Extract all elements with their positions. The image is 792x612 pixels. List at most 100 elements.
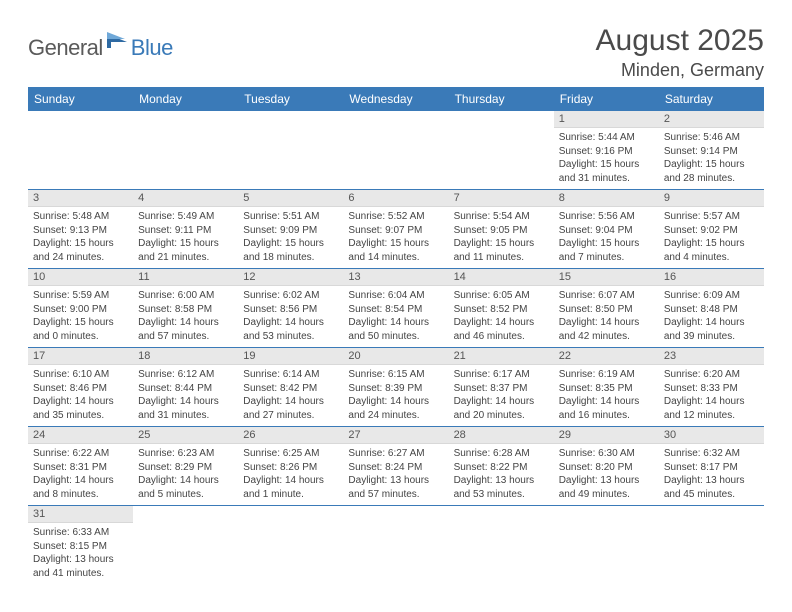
calendar-cell: 2Sunrise: 5:46 AMSunset: 9:14 PMDaylight… [659, 111, 764, 190]
calendar-cell: 30Sunrise: 6:32 AMSunset: 8:17 PMDayligh… [659, 427, 764, 506]
day-number: 3 [28, 190, 133, 207]
brand-part2: Blue [131, 35, 173, 61]
sunrise-line: Sunrise: 6:02 AM [243, 289, 338, 303]
sunrise-line: Sunrise: 6:05 AM [454, 289, 549, 303]
calendar-cell: 8Sunrise: 5:56 AMSunset: 9:04 PMDaylight… [554, 190, 659, 269]
daylight-line: Daylight: 14 hours and 57 minutes. [138, 316, 233, 343]
calendar-cell-empty [133, 506, 238, 585]
day-number: 27 [343, 427, 448, 444]
daylight-line: Daylight: 15 hours and 11 minutes. [454, 237, 549, 264]
day-content: Sunrise: 6:19 AMSunset: 8:35 PMDaylight:… [554, 365, 659, 426]
sunset-line: Sunset: 8:33 PM [664, 382, 759, 396]
day-number: 16 [659, 269, 764, 286]
sunrise-line: Sunrise: 5:59 AM [33, 289, 128, 303]
calendar-cell: 23Sunrise: 6:20 AMSunset: 8:33 PMDayligh… [659, 348, 764, 427]
daylight-line: Daylight: 15 hours and 14 minutes. [348, 237, 443, 264]
sunset-line: Sunset: 8:17 PM [664, 461, 759, 475]
daylight-line: Daylight: 14 hours and 12 minutes. [664, 395, 759, 422]
calendar-cell-empty [238, 506, 343, 585]
daylight-line: Daylight: 15 hours and 31 minutes. [559, 158, 654, 185]
calendar-cell: 14Sunrise: 6:05 AMSunset: 8:52 PMDayligh… [449, 269, 554, 348]
sunset-line: Sunset: 8:24 PM [348, 461, 443, 475]
sunset-line: Sunset: 8:39 PM [348, 382, 443, 396]
calendar-cell: 11Sunrise: 6:00 AMSunset: 8:58 PMDayligh… [133, 269, 238, 348]
daylight-line: Daylight: 13 hours and 53 minutes. [454, 474, 549, 501]
day-number: 1 [554, 111, 659, 128]
calendar-cell-empty [238, 111, 343, 190]
day-content: Sunrise: 5:44 AMSunset: 9:16 PMDaylight:… [554, 128, 659, 189]
day-content: Sunrise: 6:23 AMSunset: 8:29 PMDaylight:… [133, 444, 238, 505]
sunrise-line: Sunrise: 6:14 AM [243, 368, 338, 382]
calendar-cell-empty [449, 506, 554, 585]
calendar-cell: 20Sunrise: 6:15 AMSunset: 8:39 PMDayligh… [343, 348, 448, 427]
calendar-cell: 28Sunrise: 6:28 AMSunset: 8:22 PMDayligh… [449, 427, 554, 506]
sunrise-line: Sunrise: 6:32 AM [664, 447, 759, 461]
day-content: Sunrise: 6:30 AMSunset: 8:20 PMDaylight:… [554, 444, 659, 505]
day-number: 7 [449, 190, 554, 207]
day-number: 21 [449, 348, 554, 365]
sunset-line: Sunset: 8:22 PM [454, 461, 549, 475]
sunset-line: Sunset: 8:44 PM [138, 382, 233, 396]
sunrise-line: Sunrise: 6:33 AM [33, 526, 128, 540]
sunrise-line: Sunrise: 6:17 AM [454, 368, 549, 382]
calendar-cell-empty [133, 111, 238, 190]
calendar-cell: 3Sunrise: 5:48 AMSunset: 9:13 PMDaylight… [28, 190, 133, 269]
calendar-cell: 29Sunrise: 6:30 AMSunset: 8:20 PMDayligh… [554, 427, 659, 506]
day-number: 20 [343, 348, 448, 365]
calendar-head: SundayMondayTuesdayWednesdayThursdayFrid… [28, 87, 764, 111]
calendar-cell: 25Sunrise: 6:23 AMSunset: 8:29 PMDayligh… [133, 427, 238, 506]
calendar-cell: 22Sunrise: 6:19 AMSunset: 8:35 PMDayligh… [554, 348, 659, 427]
weekday-header: Wednesday [343, 87, 448, 111]
day-content: Sunrise: 6:05 AMSunset: 8:52 PMDaylight:… [449, 286, 554, 347]
sunrise-line: Sunrise: 6:10 AM [33, 368, 128, 382]
day-number: 8 [554, 190, 659, 207]
sunset-line: Sunset: 8:35 PM [559, 382, 654, 396]
daylight-line: Daylight: 14 hours and 31 minutes. [138, 395, 233, 422]
day-number: 28 [449, 427, 554, 444]
daylight-line: Daylight: 15 hours and 24 minutes. [33, 237, 128, 264]
calendar-cell-empty [28, 111, 133, 190]
day-number: 11 [133, 269, 238, 286]
sunset-line: Sunset: 9:05 PM [454, 224, 549, 238]
sunrise-line: Sunrise: 6:23 AM [138, 447, 233, 461]
calendar-cell: 4Sunrise: 5:49 AMSunset: 9:11 PMDaylight… [133, 190, 238, 269]
sunrise-line: Sunrise: 6:07 AM [559, 289, 654, 303]
daylight-line: Daylight: 14 hours and 8 minutes. [33, 474, 128, 501]
daylight-line: Daylight: 14 hours and 46 minutes. [454, 316, 549, 343]
month-title: August 2025 [596, 24, 764, 58]
calendar-cell: 15Sunrise: 6:07 AMSunset: 8:50 PMDayligh… [554, 269, 659, 348]
day-content: Sunrise: 5:56 AMSunset: 9:04 PMDaylight:… [554, 207, 659, 268]
calendar-cell: 9Sunrise: 5:57 AMSunset: 9:02 PMDaylight… [659, 190, 764, 269]
sunrise-line: Sunrise: 6:04 AM [348, 289, 443, 303]
calendar-cell: 5Sunrise: 5:51 AMSunset: 9:09 PMDaylight… [238, 190, 343, 269]
daylight-line: Daylight: 15 hours and 0 minutes. [33, 316, 128, 343]
calendar-row: 24Sunrise: 6:22 AMSunset: 8:31 PMDayligh… [28, 427, 764, 506]
day-number: 19 [238, 348, 343, 365]
sunset-line: Sunset: 9:00 PM [33, 303, 128, 317]
sunset-line: Sunset: 8:26 PM [243, 461, 338, 475]
daylight-line: Daylight: 14 hours and 27 minutes. [243, 395, 338, 422]
calendar-cell-empty [343, 111, 448, 190]
day-content: Sunrise: 6:15 AMSunset: 8:39 PMDaylight:… [343, 365, 448, 426]
daylight-line: Daylight: 15 hours and 18 minutes. [243, 237, 338, 264]
day-content: Sunrise: 6:00 AMSunset: 8:58 PMDaylight:… [133, 286, 238, 347]
calendar-row: 3Sunrise: 5:48 AMSunset: 9:13 PMDaylight… [28, 190, 764, 269]
sunset-line: Sunset: 9:07 PM [348, 224, 443, 238]
sunrise-line: Sunrise: 5:48 AM [33, 210, 128, 224]
sunset-line: Sunset: 8:48 PM [664, 303, 759, 317]
sunrise-line: Sunrise: 5:46 AM [664, 131, 759, 145]
weekday-header: Friday [554, 87, 659, 111]
day-number: 4 [133, 190, 238, 207]
day-content: Sunrise: 6:17 AMSunset: 8:37 PMDaylight:… [449, 365, 554, 426]
daylight-line: Daylight: 14 hours and 20 minutes. [454, 395, 549, 422]
daylight-line: Daylight: 13 hours and 41 minutes. [33, 553, 128, 580]
brand-part1: General [28, 35, 103, 61]
day-number: 26 [238, 427, 343, 444]
day-content: Sunrise: 5:59 AMSunset: 9:00 PMDaylight:… [28, 286, 133, 347]
daylight-line: Daylight: 13 hours and 49 minutes. [559, 474, 654, 501]
day-number: 22 [554, 348, 659, 365]
day-number: 13 [343, 269, 448, 286]
day-content: Sunrise: 6:33 AMSunset: 8:15 PMDaylight:… [28, 523, 133, 584]
sunset-line: Sunset: 9:04 PM [559, 224, 654, 238]
sunset-line: Sunset: 8:52 PM [454, 303, 549, 317]
